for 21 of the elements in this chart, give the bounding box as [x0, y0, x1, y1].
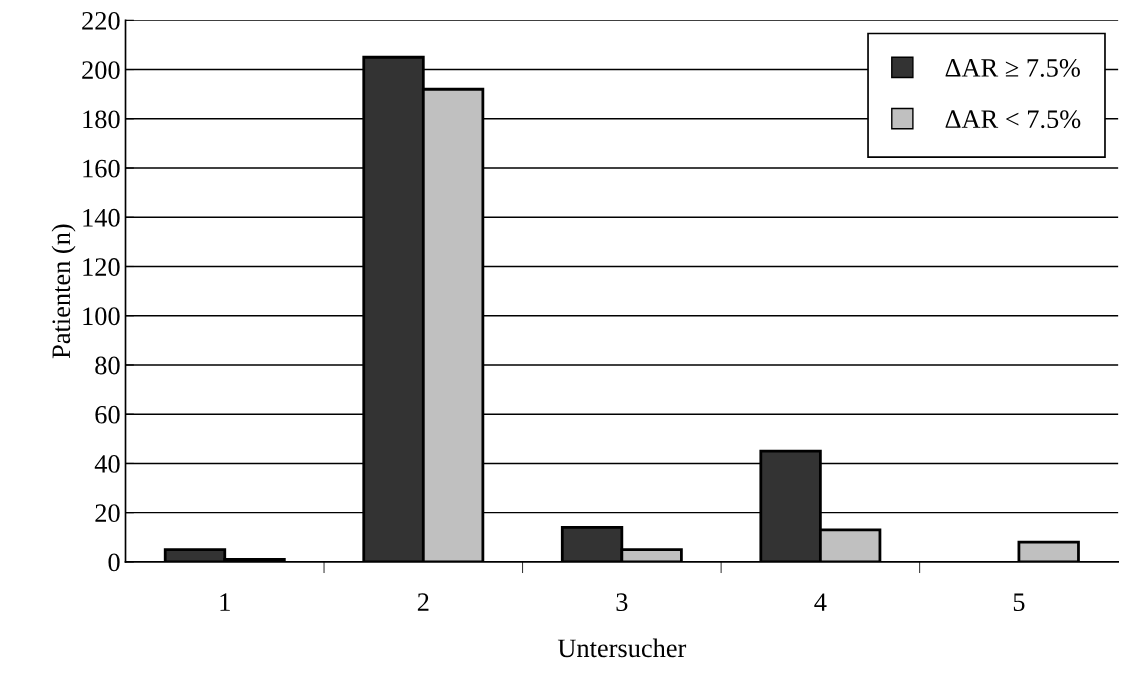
legend-label: ΔAR < 7.5%: [945, 110, 1081, 129]
y-tick-label: 80: [95, 356, 120, 375]
y-tick-label: 200: [82, 61, 120, 79]
y-tick-label: 20: [95, 504, 120, 523]
x-axis-title: Untersucher: [557, 638, 687, 658]
y-tick-label: 220: [82, 11, 120, 30]
x-tick-label: 4: [814, 593, 827, 611]
x-tick-label: 2: [417, 593, 429, 611]
y-tick-label: 120: [83, 258, 120, 276]
y-tick-label: 100: [83, 307, 120, 326]
y-axis-title: Patienten (n): [51, 224, 76, 359]
y-tick-label: 0: [108, 553, 120, 572]
y-tick-label: 160: [83, 159, 120, 178]
y-tick-label: 40: [94, 455, 120, 473]
y-tick-label: 140: [83, 208, 120, 227]
x-tick-label: 1: [220, 593, 230, 611]
x-tick-label: 3: [616, 593, 628, 612]
legend-label: ΔAR ≥ 7.5%: [945, 58, 1080, 77]
x-tick-label: 5: [1013, 593, 1025, 612]
y-tick-label: 180: [83, 110, 120, 129]
y-tick-label: 60: [95, 405, 120, 424]
